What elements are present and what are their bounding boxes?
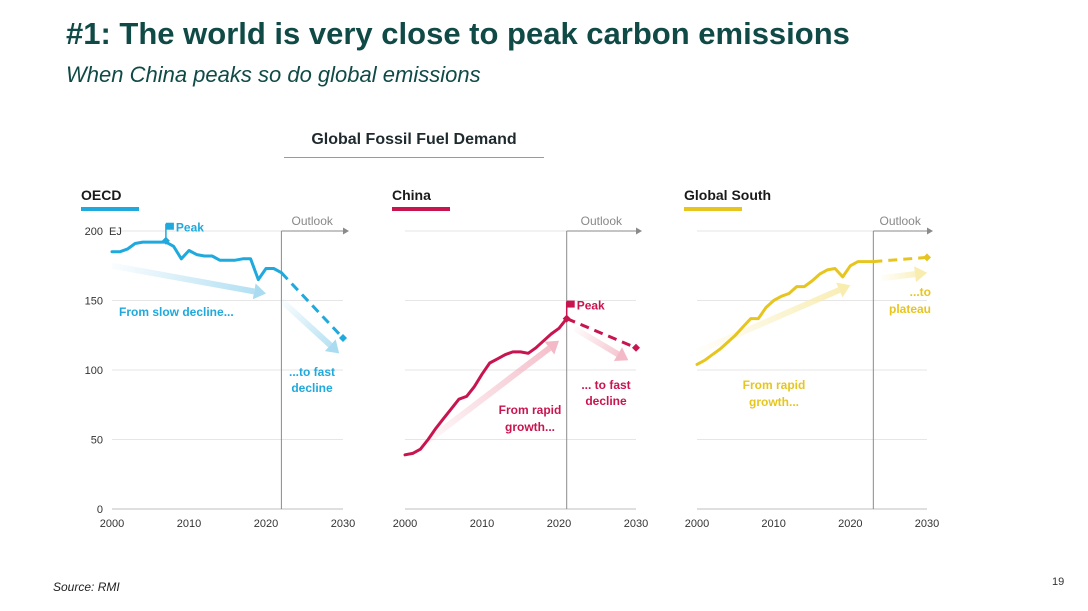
oecd-peak-flag-icon <box>165 222 174 230</box>
oecd-x-tick-label: 2030 <box>331 518 355 530</box>
china-title-underline <box>392 207 450 211</box>
global-south-trend-arrowhead <box>914 266 927 283</box>
china-peak-flag-icon <box>566 300 575 308</box>
china-peak-label: Peak <box>577 299 605 313</box>
global-south-annotation-line: ...to <box>910 285 931 299</box>
source-note: Source: RMI <box>53 580 120 594</box>
oecd-trend-arrowhead <box>324 339 340 354</box>
oecd-annotation: From slow decline... <box>119 305 234 319</box>
china-projection-end-marker <box>632 343 640 352</box>
global-south-x-tick-label: 2010 <box>761 518 785 530</box>
oecd-x-tick-label: 2010 <box>177 518 201 530</box>
global-south-panel-title: Global South <box>684 187 771 203</box>
global-south-title-underline <box>684 207 742 211</box>
china-trend-arrow-shaft <box>572 325 620 357</box>
oecd-trend-arrow-shaft <box>279 298 333 348</box>
china-outlook-label: Outlook <box>581 214 623 228</box>
oecd-x-tick-label: 2020 <box>254 518 278 530</box>
global-south-outlook-label: Outlook <box>879 214 921 228</box>
china-trend-arrowhead <box>613 347 629 362</box>
oecd-outlook-arrowhead <box>343 227 349 235</box>
oecd-y-tick-label: 200 <box>85 226 103 238</box>
china-trend-arrowhead <box>544 340 559 355</box>
global-south-trend-arrow-shaft <box>880 271 916 282</box>
china-trend-arrow-shaft <box>418 345 552 449</box>
oecd-y-tick-label: 100 <box>85 365 103 377</box>
china-annotation-line: decline <box>585 394 627 408</box>
page-number: 19 <box>1052 576 1065 588</box>
global-south-projection-end-marker <box>923 253 931 262</box>
china-outlook-arrowhead <box>636 227 642 235</box>
china-x-tick-label: 2010 <box>470 518 494 530</box>
global-south-x-tick-label: 2000 <box>685 518 709 530</box>
global-south-outlook-arrowhead <box>927 227 933 235</box>
global-south-trend-arrowhead <box>836 282 851 298</box>
global-south-historical-line <box>695 260 875 366</box>
china-historical-line <box>403 317 569 457</box>
oecd-annotation-line: decline <box>291 381 333 395</box>
oecd-title-underline <box>81 207 139 211</box>
global-south-annotation-line: From rapid <box>743 378 806 392</box>
global-south-x-tick-label: 2020 <box>838 518 862 530</box>
oecd-y-tick-label: 150 <box>85 296 103 308</box>
oecd-y-tick-label: 50 <box>91 435 103 447</box>
china-annotation-line: growth... <box>505 420 555 434</box>
china-x-tick-label: 2030 <box>624 518 648 530</box>
oecd-outlook-label: Outlook <box>292 214 334 228</box>
china-x-tick-label: 2000 <box>393 518 417 530</box>
slide-subtitle: When China peaks so do global emissions <box>66 62 481 87</box>
oecd-panel-title: OECD <box>81 187 121 203</box>
chart-heading-rule <box>284 157 544 158</box>
slide-title: #1: The world is very close to peak carb… <box>66 16 850 51</box>
oecd-trend-arrow-shaft <box>111 262 255 295</box>
oecd-peak-label: Peak <box>176 221 204 235</box>
china-x-tick-label: 2020 <box>547 518 571 530</box>
chart-heading: Global Fossil Fuel Demand <box>311 131 517 148</box>
china-annotation-line: ... to fast <box>581 378 630 392</box>
global-south-trend-arrow-shaft <box>695 287 841 355</box>
china-projection-line <box>566 317 637 350</box>
oecd-trend-arrowhead <box>252 283 266 300</box>
china-annotation-line: From rapid <box>499 403 562 417</box>
global-south-annotation-line: growth... <box>749 395 799 409</box>
oecd-unit-label: EJ <box>109 226 122 238</box>
oecd-y-tick-label: 0 <box>97 504 103 516</box>
global-south-projection-line <box>873 255 928 264</box>
global-south-x-tick-label: 2030 <box>915 518 939 530</box>
oecd-x-tick-label: 2000 <box>100 518 124 530</box>
global-south-annotation-line: plateau <box>889 302 931 316</box>
oecd-historical-line <box>110 240 283 282</box>
oecd-annotation-line: ...to fast <box>289 365 335 379</box>
china-panel-title: China <box>392 187 431 203</box>
oecd-projection-end-marker <box>339 334 347 343</box>
